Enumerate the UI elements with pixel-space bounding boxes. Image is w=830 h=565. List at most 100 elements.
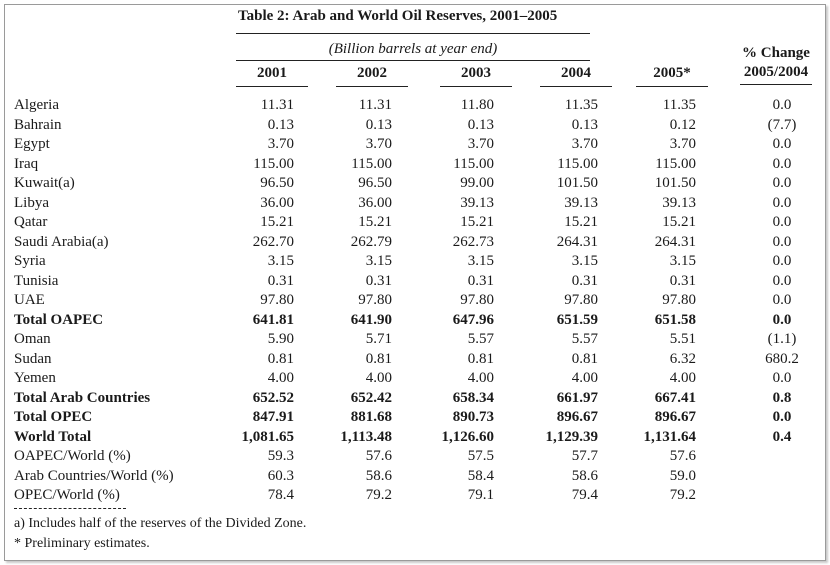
cell-pct-change: 0.0 [772, 214, 792, 230]
cell-2005: 15.21 [662, 214, 696, 230]
cell-2002: 3.70 [365, 136, 392, 152]
cell-2002: 115.00 [351, 155, 392, 172]
cell-2004: 0.13 [571, 116, 598, 133]
table-row: OPEC/World (%) 78.4 79.2 79.1 79.4 79.2 [0, 486, 830, 506]
cell-pct-change: (1.1) [767, 331, 797, 347]
table-row: OAPEC/World (%) 59.3 57.6 57.5 57.7 57.6 [0, 447, 830, 467]
cell-2005: 39.13 [662, 194, 696, 211]
cell-2002: 0.13 [365, 116, 392, 133]
cell-2001: 1,081.65 [241, 428, 295, 445]
cell-2001: 847.91 [252, 409, 294, 425]
table-body: Algeria 11.31 11.31 11.80 11.35 11.35 0.0 Bahra… [0, 96, 830, 506]
row-label: Total Arab Countries [14, 389, 151, 406]
row-label: Bahrain [14, 116, 62, 133]
row-label: Iraq [14, 155, 39, 172]
cell-pct-change: 0.0 [772, 136, 792, 152]
footnote-a: a) Includes half of the reserves of the … [14, 516, 307, 531]
cell-pct-change: 0.0 [772, 409, 792, 425]
cell-2001: 262.70 [252, 233, 294, 250]
cell-2003: 99.00 [460, 175, 494, 191]
cell-2003: 97.80 [460, 292, 494, 308]
cell-2004: 79.4 [571, 487, 598, 503]
cell-2005: 3.15 [669, 253, 696, 269]
table-row: Total OAPEC 641.81 641.90 647.96 651.59 651.5… [0, 311, 830, 331]
pct-change-header-line1: % Change [742, 45, 810, 61]
table-row: Tunisia 0.31 0.31 0.31 0.31 0.31 0.0 [0, 272, 830, 292]
cell-2001: 641.81 [252, 311, 294, 328]
row-label: World Total [14, 428, 92, 445]
pct-change-header: % Change 2005/2004 [724, 44, 828, 82]
cell-pct-change: (7.7) [767, 116, 797, 133]
subtitle-rule [236, 60, 590, 61]
cell-2003: 115.00 [453, 155, 494, 172]
cell-2005: 57.6 [669, 448, 696, 464]
cell-2005: 896.67 [654, 409, 696, 425]
cell-2003: 658.34 [452, 389, 494, 406]
cell-pct-change: 0.4 [772, 428, 792, 445]
table-row: Syria 3.15 3.15 3.15 3.15 3.15 0.0 [0, 252, 830, 272]
cell-pct-change: 0.0 [772, 155, 792, 172]
cell-2004: 39.13 [564, 194, 598, 211]
year-rule-2004 [540, 86, 612, 87]
row-label: Kuwait(a) [14, 175, 75, 191]
cell-2002: 58.6 [365, 467, 392, 484]
cell-2005: 264.31 [654, 233, 696, 250]
row-label: Sudan [14, 350, 52, 367]
cell-2002: 4.00 [365, 370, 392, 386]
cell-2001: 59.3 [267, 448, 294, 464]
cell-pct-change: 680.2 [765, 350, 799, 367]
cell-2001: 97.80 [260, 292, 294, 308]
row-label: OPEC/World (%) [14, 487, 120, 503]
cell-2001: 3.70 [267, 136, 294, 152]
cell-2004: 0.81 [571, 350, 598, 367]
cell-2001: 78.4 [267, 487, 294, 503]
table-row: Yemen 4.00 4.00 4.00 4.00 4.00 0.0 [0, 369, 830, 389]
cell-2002: 15.21 [358, 214, 392, 230]
cell-2004: 0.31 [571, 272, 598, 289]
cell-pct-change: 0.0 [772, 194, 792, 211]
cell-2005: 11.35 [662, 97, 696, 113]
cell-2003: 1,126.60 [441, 428, 495, 445]
cell-2002: 96.50 [358, 175, 392, 191]
cell-2001: 652.52 [252, 389, 294, 406]
cell-2001: 0.31 [267, 272, 294, 289]
cell-2002: 0.31 [365, 272, 392, 289]
cell-2004: 115.00 [557, 155, 598, 172]
table-row: Algeria 11.31 11.31 11.80 11.35 11.35 0.0 [0, 96, 830, 116]
row-label: Yemen [14, 370, 56, 386]
row-label: Arab Countries/World (%) [14, 467, 174, 484]
cell-pct-change: 0.0 [772, 97, 792, 113]
cell-2001: 36.00 [260, 194, 294, 211]
cell-2005: 0.31 [669, 272, 696, 289]
year-header-2003: 2003 [461, 65, 491, 81]
cell-2001: 4.00 [267, 370, 294, 386]
table-row: Iraq 115.00 115.00 115.00 115.00 115.00 0.0 [0, 155, 830, 175]
cell-pct-change: 0.0 [772, 311, 792, 328]
cell-2005: 97.80 [662, 292, 696, 308]
cell-pct-change: 0.0 [772, 175, 792, 191]
cell-2003: 0.31 [467, 272, 494, 289]
cell-2004: 1,129.39 [545, 428, 599, 445]
cell-2002: 652.42 [350, 389, 392, 406]
cell-2003: 262.73 [452, 233, 494, 250]
year-header-2001: 2001 [257, 65, 287, 81]
cell-2001: 60.3 [267, 467, 294, 484]
cell-2005: 0.12 [669, 116, 696, 133]
cell-2002: 1,113.48 [340, 428, 392, 445]
cell-2004: 896.67 [556, 409, 598, 425]
cell-2004: 11.35 [564, 97, 598, 113]
cell-2005: 651.58 [654, 311, 696, 328]
table-row: Kuwait(a) 96.50 96.50 99.00 101.50 101.50 0.0 [0, 174, 830, 194]
cell-2005: 59.0 [669, 467, 696, 484]
cell-2005: 101.50 [654, 175, 696, 191]
pct-change-header-line2: 2005/2004 [743, 64, 809, 80]
footnote-preliminary: * Preliminary estimates. [14, 536, 150, 551]
cell-2001: 0.13 [267, 116, 294, 133]
row-label: Total OAPEC [14, 311, 104, 328]
cell-2003: 3.15 [467, 253, 494, 269]
table-row: Libya 36.00 36.00 39.13 39.13 39.13 0.0 [0, 194, 830, 214]
cell-2002: 36.00 [358, 194, 392, 211]
cell-2004: 651.59 [556, 311, 598, 328]
cell-2005: 3.70 [669, 136, 696, 152]
cell-2001: 96.50 [260, 175, 294, 191]
